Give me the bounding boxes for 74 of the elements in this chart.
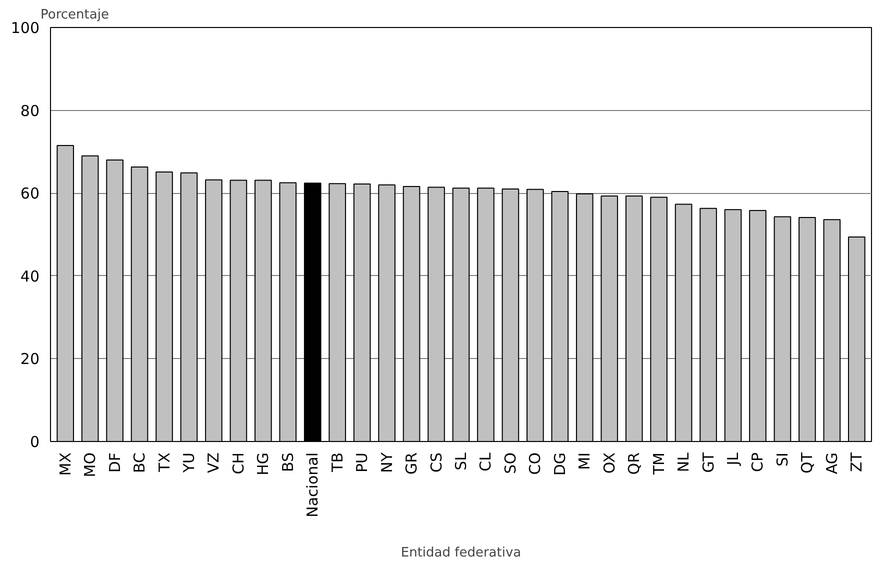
x-tick-label: QT xyxy=(798,452,816,474)
x-tick-label: SO xyxy=(501,452,520,474)
x-tick-label: CP xyxy=(748,452,767,472)
x-axis-title: Entidad federativa xyxy=(400,545,522,560)
x-tick-label: Nacional xyxy=(304,452,322,518)
x-tick-label: OX xyxy=(600,452,618,474)
x-tick-label: VZ xyxy=(204,452,223,474)
bar xyxy=(378,184,396,442)
y-tick-label: 100 xyxy=(10,19,40,37)
bar xyxy=(130,166,148,442)
x-tick-label: PU xyxy=(353,452,372,473)
bar xyxy=(304,182,322,442)
bar xyxy=(600,196,618,442)
bar xyxy=(674,204,692,442)
x-tick-label: BC xyxy=(130,452,149,473)
x-tick-label: HG xyxy=(254,452,272,476)
x-tick-label: NL xyxy=(674,452,693,472)
bar xyxy=(798,217,816,442)
bar xyxy=(156,171,173,442)
x-tick-label: MO xyxy=(81,452,100,478)
bar xyxy=(230,180,248,442)
x-tick-label: YU xyxy=(180,452,198,474)
bar xyxy=(576,193,594,442)
bar xyxy=(526,188,544,442)
x-tick-label: DG xyxy=(550,452,569,476)
bar xyxy=(502,188,520,442)
bar xyxy=(353,183,371,442)
bar xyxy=(56,144,74,442)
bar xyxy=(650,196,668,442)
x-tick-label: MI xyxy=(576,452,594,470)
y-tick-label: 40 xyxy=(20,267,40,286)
x-tick-label: CL xyxy=(476,452,495,472)
x-tick-label: NY xyxy=(378,452,396,473)
bar xyxy=(477,188,494,442)
bar xyxy=(749,210,766,442)
bar xyxy=(205,179,222,442)
bar xyxy=(823,219,841,442)
bar xyxy=(700,208,717,442)
y-tick-label: 0 xyxy=(30,433,40,451)
x-tick-label: GT xyxy=(699,452,718,473)
bar xyxy=(254,180,272,442)
bar xyxy=(428,186,445,442)
bar xyxy=(625,196,643,442)
x-tick-label: TX xyxy=(155,452,174,473)
bar xyxy=(724,209,742,442)
x-tick-label: GR xyxy=(402,452,421,475)
x-tick-label: CS xyxy=(427,452,446,472)
bar xyxy=(774,216,792,442)
bar xyxy=(81,155,99,442)
bar xyxy=(328,183,346,442)
y-axis-title: Porcentaje xyxy=(40,8,109,22)
x-tick-label: AG xyxy=(822,452,841,474)
x-tick-label: TB xyxy=(328,452,346,473)
bar xyxy=(848,236,866,442)
x-tick-label: CO xyxy=(526,452,544,475)
x-tick-label: BS xyxy=(278,452,297,472)
x-tick-label: CH xyxy=(229,452,248,474)
bar xyxy=(279,182,297,442)
bar xyxy=(452,188,470,442)
y-tick-label: 60 xyxy=(20,184,40,203)
x-tick-label: SI xyxy=(773,452,792,466)
y-tick-label: 80 xyxy=(20,102,40,120)
x-tick-label: SL xyxy=(452,452,470,470)
x-tick-label: MX xyxy=(56,452,74,476)
y-tick-label: 20 xyxy=(20,350,40,368)
x-tick-label: TM xyxy=(650,452,668,476)
bar xyxy=(551,190,569,442)
bar xyxy=(180,172,198,442)
x-tick-label: DF xyxy=(106,452,124,473)
x-tick-label: ZT xyxy=(848,452,866,472)
bar xyxy=(402,186,420,442)
x-tick-label: QR xyxy=(625,452,644,475)
bar xyxy=(106,159,124,442)
x-tick-label: JL xyxy=(724,452,742,466)
